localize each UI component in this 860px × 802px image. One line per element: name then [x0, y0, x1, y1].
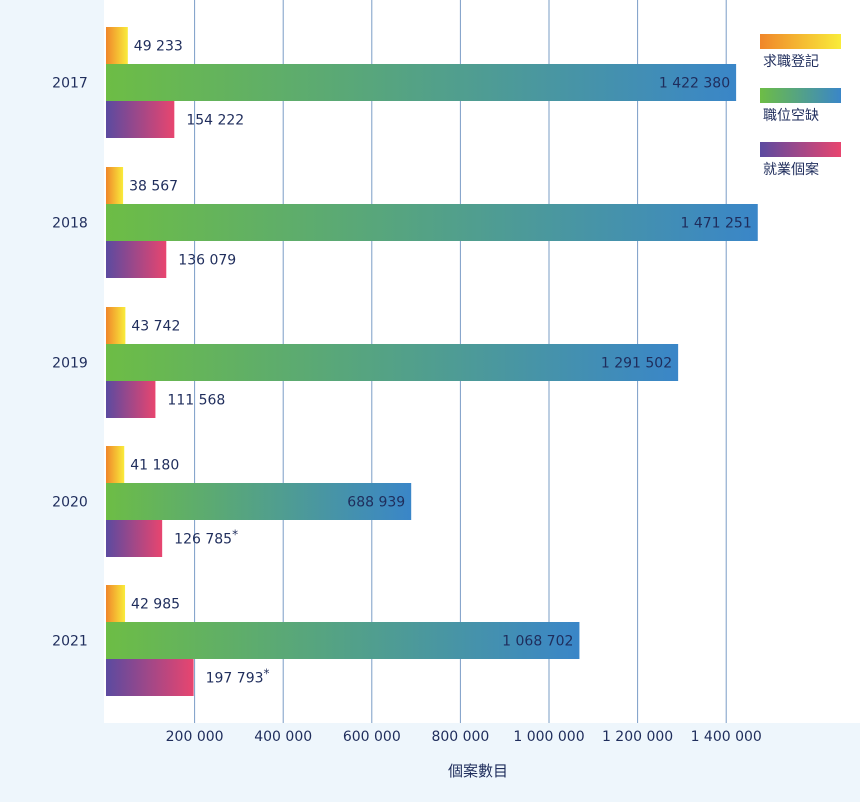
- bar-2017-series-3: [106, 101, 175, 138]
- value-label-2021-series-2: 1 068 702: [502, 634, 573, 650]
- value-label-2019-series-2: 1 291 502: [601, 356, 672, 372]
- bar-2021-series-1: [106, 585, 126, 622]
- year-label-2021: 2021: [52, 634, 88, 650]
- bar-2019-series-3: [106, 381, 156, 418]
- bar-2020-series-2: [106, 483, 412, 520]
- value-label-2020-series-2: 688 939: [347, 495, 405, 511]
- value-label-2021-series-3: 197 793*: [206, 667, 270, 687]
- x-tick-label: 1 000 000: [513, 729, 584, 745]
- bar-2018-series-3: [106, 241, 167, 278]
- x-tick-label: 600 000: [343, 729, 401, 745]
- x-tick-label: 400 000: [254, 729, 312, 745]
- value-label-2020-series-1: 41 180: [130, 458, 179, 474]
- legend-label-3: 就業個案: [763, 161, 819, 178]
- bar-2018-series-2: [106, 204, 758, 241]
- x-tick-label: 1 200 000: [602, 729, 673, 745]
- value-label-2017-series-1: 49 233: [134, 39, 183, 55]
- bar-2017-series-1: [106, 27, 128, 64]
- x-axis-title: 個案數目: [448, 762, 508, 780]
- bar-2021-series-2: [106, 622, 580, 659]
- bar-2020-series-1: [106, 446, 125, 483]
- bars: [106, 27, 758, 696]
- value-label-2021-series-1: 42 985: [131, 597, 180, 613]
- x-tick-label: 800 000: [431, 729, 489, 745]
- x-tick-label: 200 000: [166, 729, 224, 745]
- value-label-2019-series-1: 43 742: [131, 319, 180, 335]
- value-label-2018-series-2: 1 471 251: [680, 216, 751, 232]
- year-label-2017: 2017: [52, 76, 88, 92]
- value-label-2017-series-2: 1 422 380: [659, 76, 730, 92]
- legend-swatch-2: [760, 88, 841, 103]
- bar-2018-series-1: [106, 167, 124, 204]
- year-label-2020: 2020: [52, 495, 88, 511]
- value-label-2020-series-3: 126 785*: [174, 528, 238, 548]
- legend-label-1: 求職登記: [763, 53, 819, 70]
- x-tick-label: 1 400 000: [691, 729, 762, 745]
- x-tick-labels: 200 000 400 000 600 000 800 000 1 000 000 1 2…: [166, 729, 762, 745]
- value-labels: 49 233 1 422 380 154 222 38 567 1 471 251 136…: [129, 39, 752, 687]
- legend-swatch-1: [760, 34, 841, 49]
- year-label-2019: 2019: [52, 356, 88, 372]
- bar-2020-series-3: [106, 520, 163, 557]
- value-label-2018-series-1: 38 567: [129, 179, 178, 195]
- legend-label-2: 職位空缺: [763, 108, 819, 124]
- bar-2019-series-2: [106, 344, 679, 381]
- bar-2019-series-1: [106, 307, 126, 344]
- bar-2021-series-3: [106, 659, 194, 696]
- category-labels: 2017 2018 2019 2020 2021: [52, 76, 88, 650]
- bar-2017-series-2: [106, 64, 737, 101]
- value-label-2018-series-3: 136 079: [178, 253, 236, 269]
- legend-swatch-3: [760, 142, 841, 157]
- value-label-2019-series-3: 111 568: [167, 393, 225, 409]
- year-label-2018: 2018: [52, 216, 88, 232]
- value-label-2017-series-3: 154 222: [186, 113, 244, 129]
